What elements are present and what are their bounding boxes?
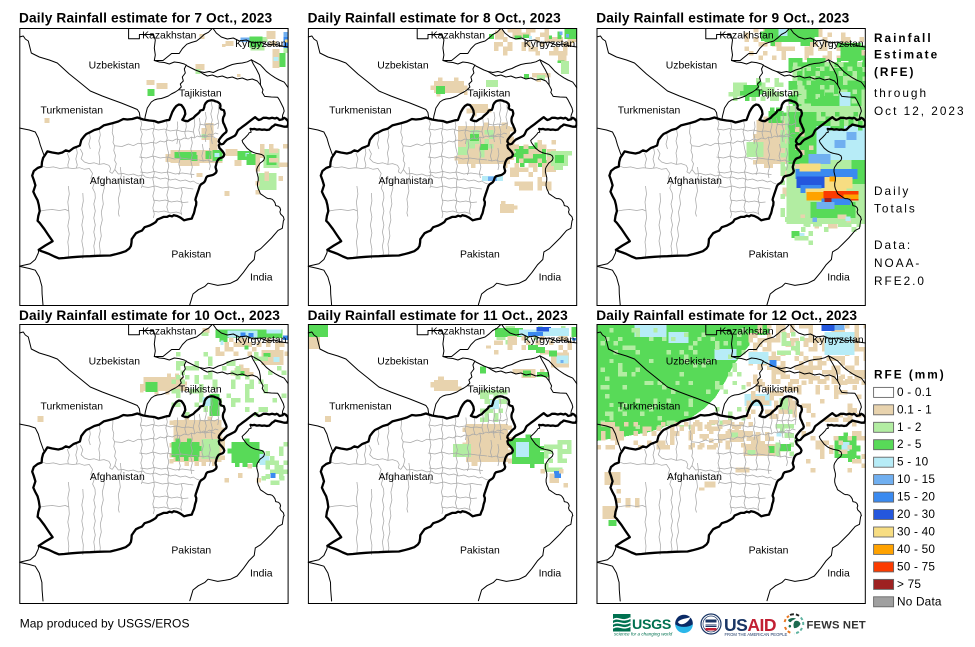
svg-text:NOAA-: NOAA-	[874, 256, 921, 270]
svg-text:science for a changing world: science for a changing world	[614, 632, 673, 637]
svg-text:RFE (mm): RFE (mm)	[874, 367, 946, 381]
svg-text:No Data: No Data	[897, 594, 942, 608]
svg-text:Daily Rainfall estimate for 10: Daily Rainfall estimate for 10 Oct., 202…	[19, 308, 280, 323]
svg-text:Rainfall: Rainfall	[874, 31, 933, 45]
svg-text:through: through	[874, 86, 928, 100]
svg-text:Daily Rainfall estimate for 9: Daily Rainfall estimate for 9 Oct., 2023	[596, 10, 849, 25]
svg-text:0.1 - 1: 0.1 - 1	[897, 402, 932, 416]
svg-text:40 - 50: 40 - 50	[897, 542, 935, 556]
svg-text:USAID: USAID	[724, 615, 776, 635]
svg-text:Daily Rainfall estimate for 8: Daily Rainfall estimate for 8 Oct., 2023	[308, 10, 561, 25]
svg-text:20 - 30: 20 - 30	[897, 507, 935, 521]
svg-text:FROM THE AMERICAN PEOPLE: FROM THE AMERICAN PEOPLE	[725, 632, 788, 637]
svg-text:Estimate: Estimate	[874, 47, 939, 61]
svg-text:5 - 10: 5 - 10	[897, 455, 929, 469]
svg-text:50 - 75: 50 - 75	[897, 559, 935, 573]
svg-text:FEWS NET: FEWS NET	[807, 620, 866, 632]
svg-text:Daily Rainfall estimate for 12: Daily Rainfall estimate for 12 Oct., 202…	[596, 308, 857, 323]
svg-text:USGS: USGS	[632, 617, 671, 633]
svg-text:(RFE): (RFE)	[874, 65, 915, 79]
svg-text:30 - 40: 30 - 40	[897, 525, 935, 539]
svg-text:RFE2.0: RFE2.0	[874, 274, 926, 288]
svg-text:Daily: Daily	[874, 184, 910, 198]
svg-text:0 - 0.1: 0 - 0.1	[897, 385, 932, 399]
svg-text:Totals: Totals	[874, 202, 917, 216]
svg-text:15 - 20: 15 - 20	[897, 490, 935, 504]
svg-text:Map produced by USGS/EROS: Map produced by USGS/EROS	[20, 617, 190, 631]
svg-text:> 75: > 75	[897, 577, 921, 591]
svg-text:2 - 5: 2 - 5	[897, 437, 922, 451]
svg-text:Data:: Data:	[874, 238, 912, 252]
svg-text:Daily Rainfall estimate for 7: Daily Rainfall estimate for 7 Oct., 2023	[19, 10, 272, 25]
svg-text:Oct 12, 2023: Oct 12, 2023	[874, 104, 966, 118]
svg-text:10 - 15: 10 - 15	[897, 472, 935, 486]
svg-text:Daily Rainfall estimate for 11: Daily Rainfall estimate for 11 Oct., 202…	[308, 308, 568, 323]
svg-text:1 - 2: 1 - 2	[897, 420, 922, 434]
